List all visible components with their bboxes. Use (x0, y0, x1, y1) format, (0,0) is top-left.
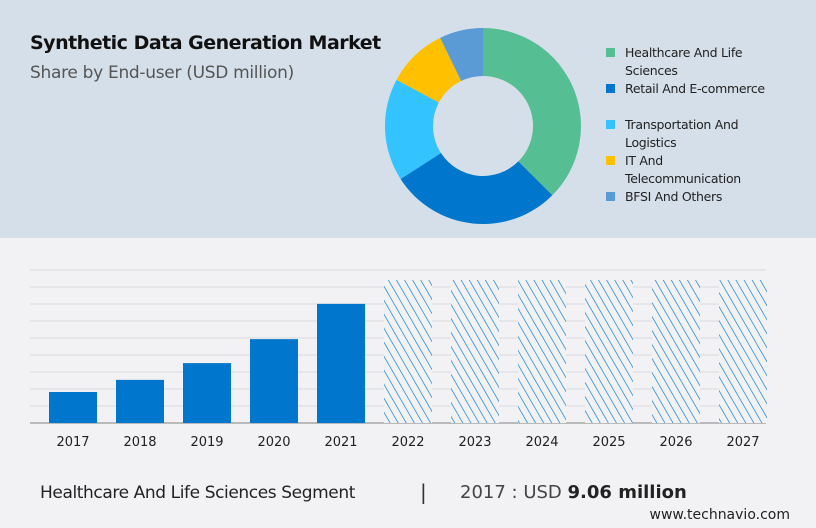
x-tick-label: 2019 (190, 435, 223, 450)
legend-label: Retail And E-commerce (625, 81, 765, 96)
donut-slice (440, 28, 483, 82)
year-label: 2017 : USD (460, 482, 562, 503)
legend-label: Transportation And Logistics (625, 117, 739, 150)
x-tick-label: 2018 (123, 435, 156, 450)
legend-item: Healthcare And Life Sciences (606, 44, 755, 80)
x-tick-label: 2024 (525, 435, 558, 450)
forecast-bar (451, 280, 499, 423)
legend-swatch (606, 48, 615, 57)
legend-item: IT And Telecommunication (606, 152, 750, 188)
donut-chart (385, 28, 581, 224)
x-tick-label: 2025 (592, 435, 625, 450)
x-tick-label: 2027 (726, 435, 759, 450)
page-title: Synthetic Data Generation Market (30, 32, 381, 54)
forecast-bar (719, 280, 767, 423)
legend-swatch (606, 156, 615, 165)
segment-value: 2017 : USD 9.06 million (460, 482, 687, 503)
site-url: www.technavio.com (649, 507, 791, 523)
x-tick-label: 2026 (659, 435, 692, 450)
legend-item: BFSI And Others (606, 188, 806, 206)
donut-slice (396, 37, 462, 103)
bar (250, 339, 298, 423)
forecast-bar (384, 280, 432, 423)
donut-slice (483, 28, 581, 196)
x-tick-label: 2021 (324, 435, 357, 450)
donut-slice (385, 79, 441, 180)
page-subtitle: Share by End-user (USD million) (30, 63, 294, 83)
legend-label: BFSI And Others (625, 189, 723, 204)
x-tick-label: 2022 (391, 435, 424, 450)
legend: Healthcare And Life Sciences Retail And E… (606, 44, 806, 206)
bar (317, 303, 365, 423)
separator: | (420, 480, 427, 504)
segment-label: Healthcare And Life Sciences Segment (40, 483, 355, 503)
legend-swatch (606, 84, 615, 93)
x-tick-label: 2017 (56, 435, 89, 450)
donut-slice (400, 153, 553, 224)
legend-swatch (606, 120, 615, 129)
legend-label: Healthcare And Life Sciences (625, 45, 743, 78)
bar-chart: 2017 2018 2019 2020 2021 2022 2023 2024 2025 2026… (30, 269, 767, 450)
forecast-bar (652, 280, 700, 423)
bar (49, 391, 97, 423)
value-text: 9.06 million (567, 482, 687, 503)
legend-label: IT And Telecommunication (625, 153, 741, 186)
forecast-bar (518, 280, 566, 423)
x-tick-label: 2020 (257, 435, 290, 450)
legend-swatch (606, 192, 615, 201)
bar (183, 363, 231, 423)
legend-item: Transportation And Logistics (606, 116, 755, 152)
bar (116, 379, 164, 423)
legend-item: Retail And E-commerce (606, 80, 806, 98)
x-tick-label: 2023 (458, 435, 491, 450)
forecast-bar (585, 280, 633, 423)
